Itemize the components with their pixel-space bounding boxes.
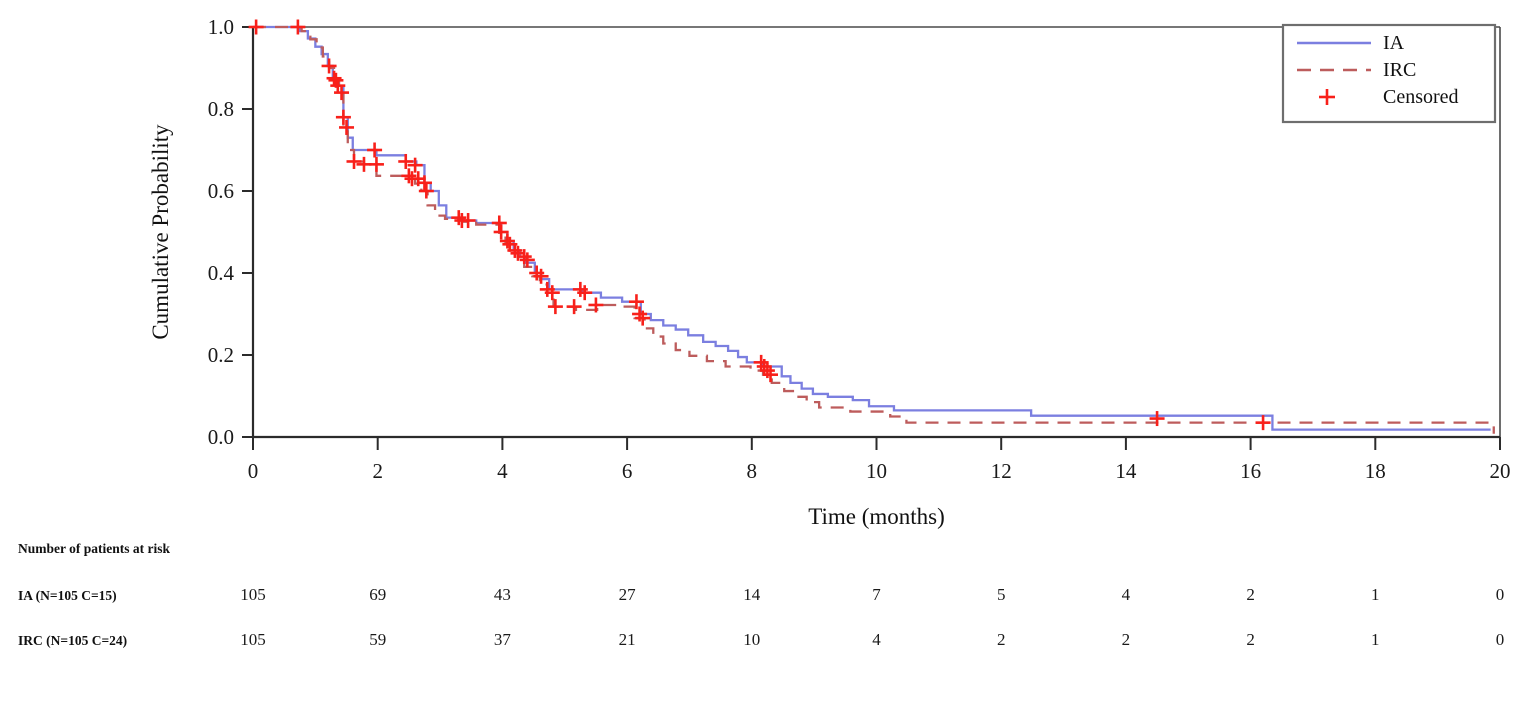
risk-cell: 4: [872, 630, 881, 649]
x-tick-label: 20: [1490, 459, 1511, 483]
risk-cell: 5: [997, 585, 1006, 604]
legend-label-irc: IRC: [1383, 59, 1416, 81]
x-tick-label: 18: [1365, 459, 1386, 483]
legend-label-ia: IA: [1383, 32, 1405, 54]
risk-cell: 1: [1371, 585, 1380, 604]
risk-cell: 7: [872, 585, 881, 604]
risk-row-label: IRC (N=105 C=24): [18, 633, 127, 648]
x-tick-label: 2: [372, 459, 383, 483]
risk-table-header: Number of patients at risk: [18, 541, 170, 556]
y-axis-title: Cumulative Probability: [148, 124, 173, 340]
risk-cell: 2: [1246, 630, 1255, 649]
x-tick-label: 16: [1240, 459, 1261, 483]
risk-cell: 10: [743, 630, 760, 649]
risk-cell: 1: [1371, 630, 1380, 649]
risk-row-label: IA (N=105 C=15): [18, 588, 117, 603]
risk-cell: 2: [1122, 630, 1131, 649]
risk-cell: 105: [240, 585, 266, 604]
x-tick-label: 8: [747, 459, 758, 483]
risk-cell: 0: [1496, 585, 1505, 604]
risk-cell: 0: [1496, 630, 1505, 649]
risk-cell: 21: [619, 630, 636, 649]
y-tick-label: 0.4: [208, 261, 235, 285]
x-tick-label: 4: [497, 459, 508, 483]
censored-marks-group: [248, 19, 1271, 431]
x-tick-label: 6: [622, 459, 633, 483]
y-tick-label: 0.2: [208, 343, 234, 367]
y-tick-label: 0.8: [208, 97, 234, 121]
risk-cell: 4: [1122, 585, 1131, 604]
risk-cell: 27: [619, 585, 637, 604]
x-tick-label: 14: [1115, 459, 1137, 483]
risk-cell: 2: [1246, 585, 1255, 604]
x-tick-label: 0: [248, 459, 259, 483]
risk-cell: 69: [369, 585, 386, 604]
y-tick-label: 1.0: [208, 15, 234, 39]
y-tick-label: 0.6: [208, 179, 234, 203]
x-tick-label: 10: [866, 459, 887, 483]
risk-cell: 37: [494, 630, 512, 649]
risk-cell: 105: [240, 630, 266, 649]
risk-cell: 43: [494, 585, 511, 604]
y-tick-label: 0.0: [208, 425, 234, 449]
x-axis-title: Time (months): [808, 504, 945, 529]
risk-cell: 2: [997, 630, 1006, 649]
x-tick-label: 12: [991, 459, 1012, 483]
risk-cell: 59: [369, 630, 386, 649]
legend-label-censored: Censored: [1383, 86, 1459, 108]
risk-cell: 14: [743, 585, 761, 604]
legend-box: [1281, 23, 1497, 124]
